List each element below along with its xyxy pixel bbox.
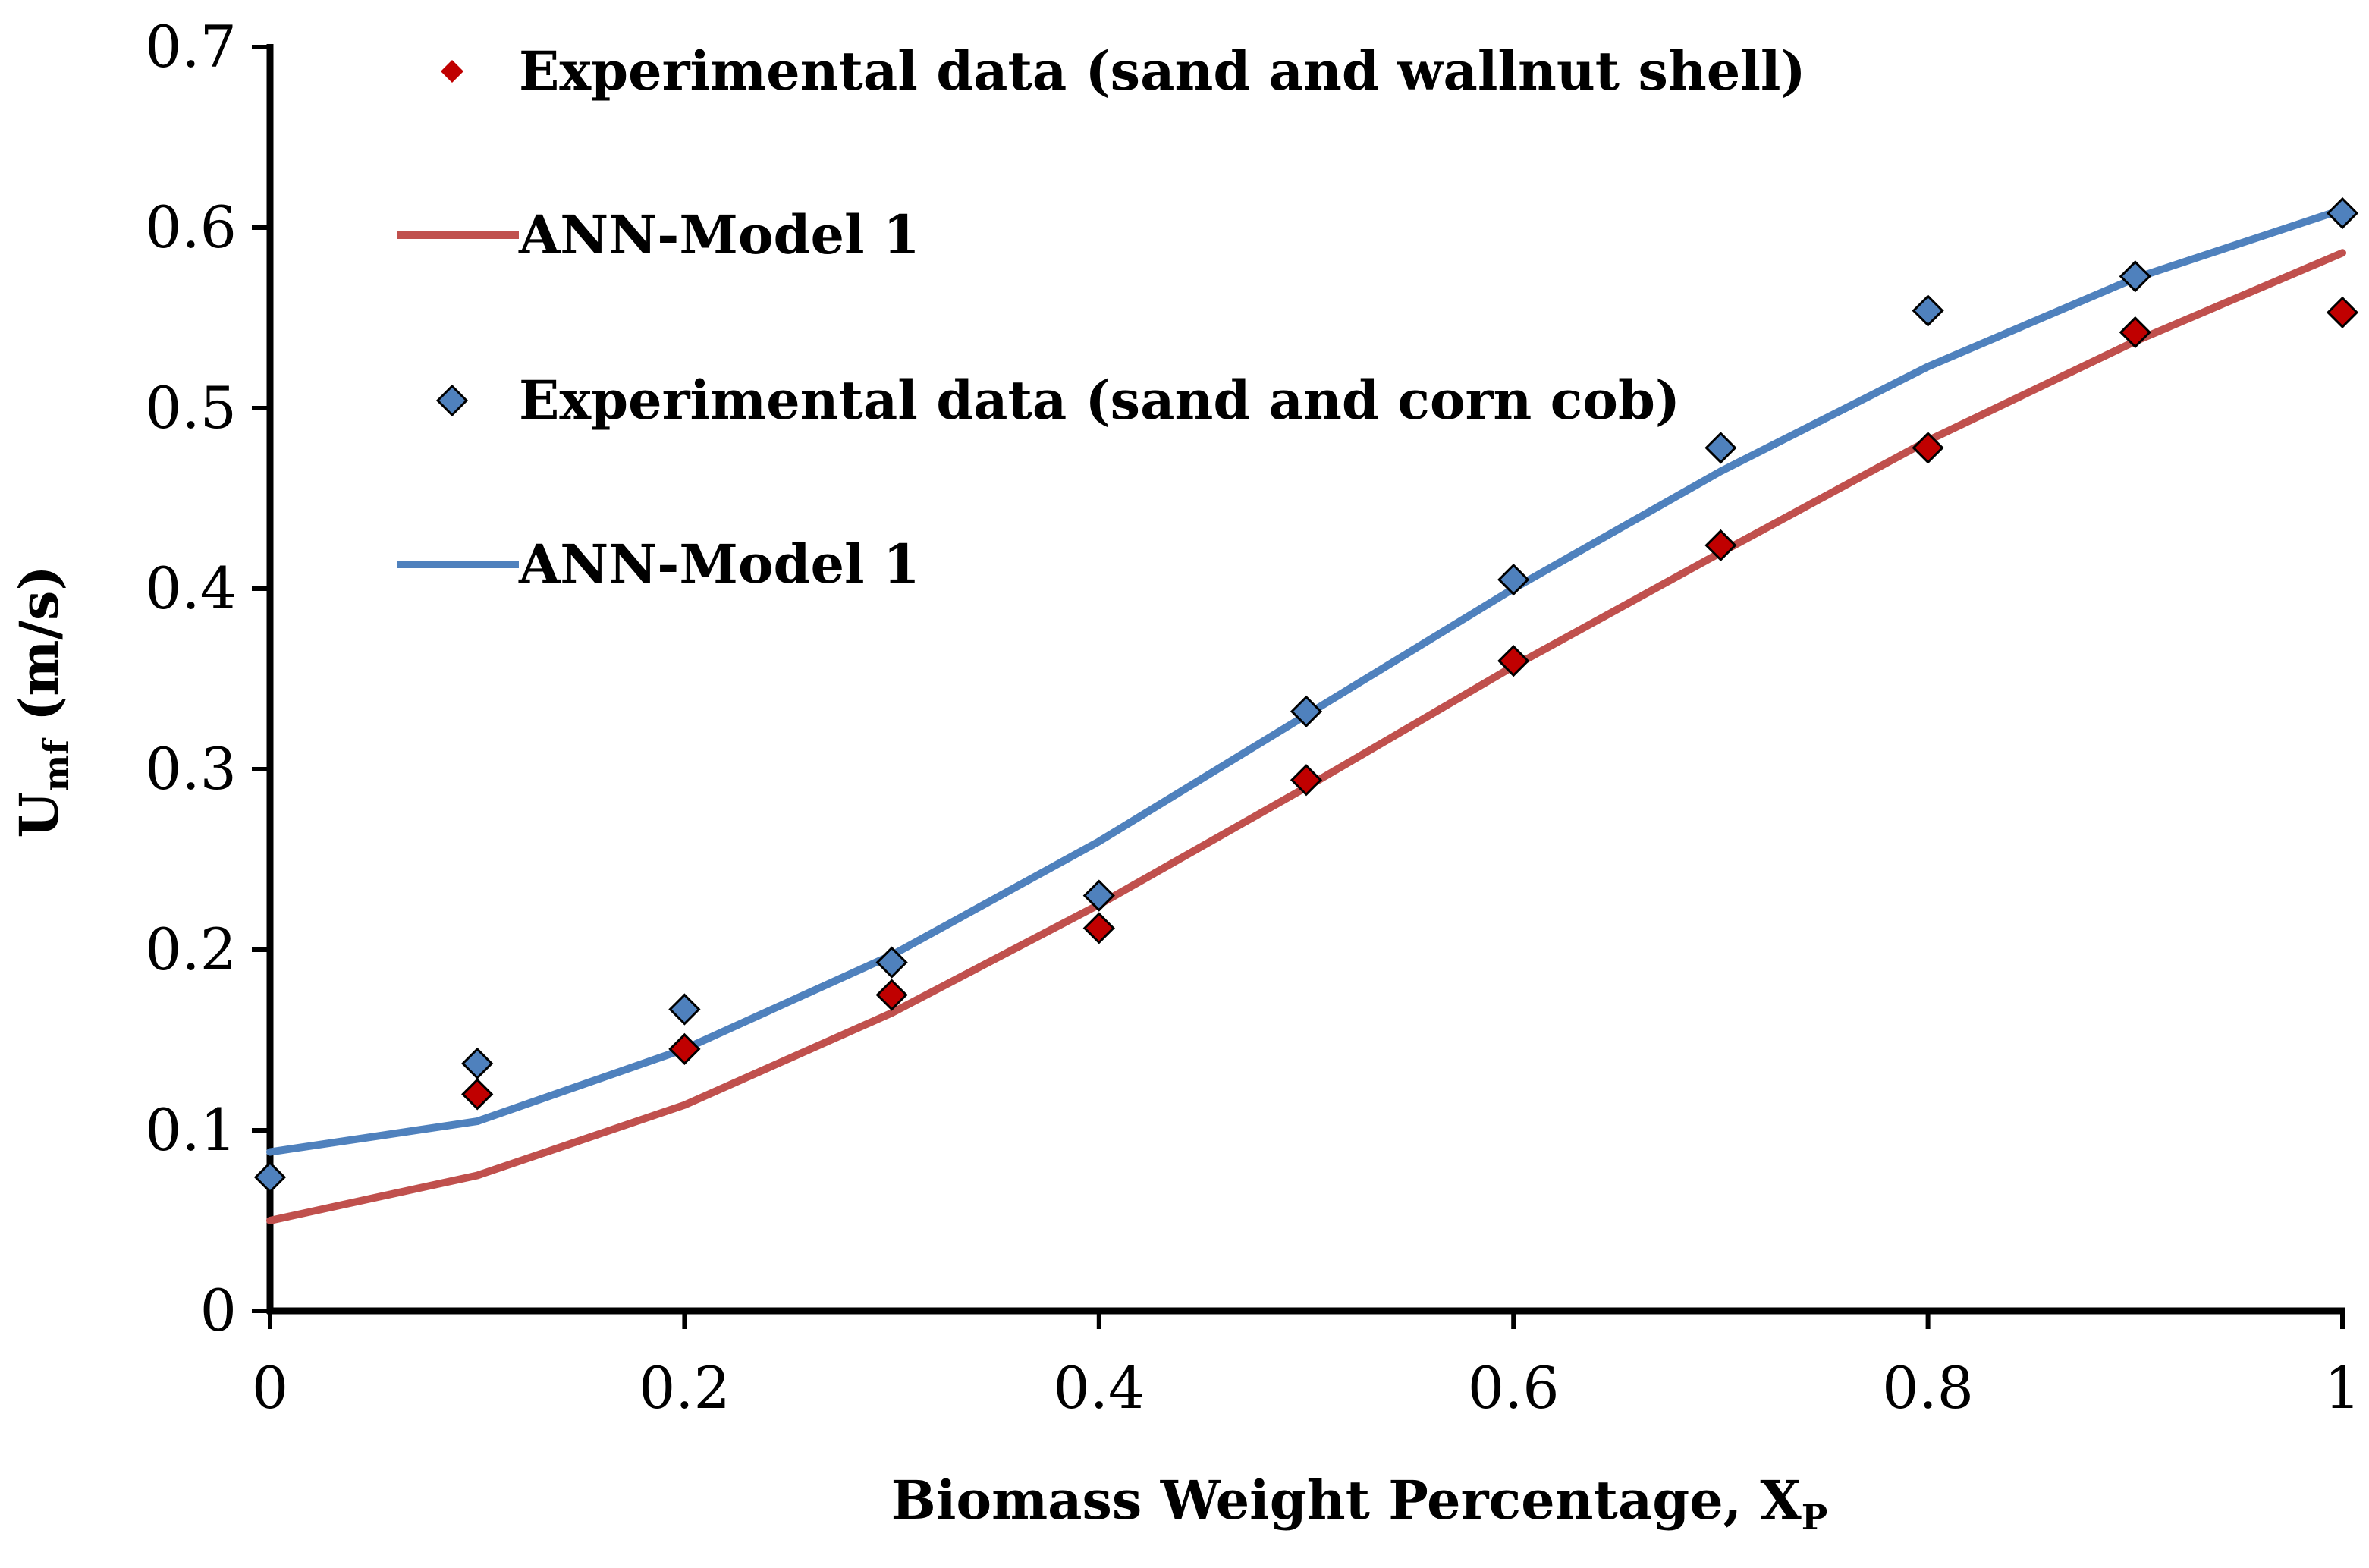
data-point-series-2	[1082, 879, 1115, 912]
data-point-series-0	[2326, 296, 2359, 328]
data-point-series-2	[2119, 260, 2151, 293]
data-point-series-2	[253, 1161, 287, 1194]
data-point-series-2	[1704, 432, 1737, 464]
data-point-series-2	[1290, 695, 1323, 727]
y-axis-title-main: U	[8, 792, 71, 838]
y-tick-label: 0.4	[145, 555, 237, 622]
data-point-series-2	[1912, 294, 1944, 327]
legend-swatch-marker	[435, 384, 469, 417]
data-point-series-2	[461, 1047, 494, 1080]
x-tick-label: 0.4	[1053, 1354, 1145, 1422]
y-tick-label: 0.2	[145, 916, 237, 983]
x-axis-title-main: Biomass Weight Percentage, X	[891, 1469, 1802, 1532]
data-point-series-2	[1497, 563, 1530, 596]
data-point-series-0	[1912, 432, 1944, 464]
y-tick-label: 0.6	[145, 193, 237, 261]
ticks-layer: 0 0.1 0.2 0.3 0.4 0.5 0.6 0.7 0 0.2 0.4 0.6 0.8 1	[145, 13, 2361, 1422]
x-axis-title-subscript: P	[1802, 1497, 1828, 1538]
data-point-series-0	[668, 1032, 701, 1066]
legend-label: Experimental data (sand and wallnut shel…	[519, 39, 1806, 102]
data-point-series-0	[1704, 529, 1737, 562]
y-tick-label: 0.1	[145, 1096, 237, 1164]
legend-label: Experimental data (sand and corn cob)	[519, 369, 1680, 432]
series-layer	[253, 196, 2359, 1224]
y-axis-title: Umf (m/s)	[8, 565, 77, 837]
data-point-series-0	[461, 1078, 494, 1111]
data-point-series-2	[875, 946, 908, 979]
data-point-series-0	[875, 979, 908, 1011]
data-point-series-0	[2119, 316, 2151, 349]
x-tick-label: 0.2	[639, 1354, 730, 1422]
axis-titles: Biomass Weight Percentage, XP Umf (m/s)	[8, 565, 1827, 1538]
x-tick-label: 0	[252, 1354, 288, 1422]
series-line-3	[266, 206, 2346, 1156]
legend-label: ANN-Model 1	[518, 203, 920, 266]
y-tick-label: 0.5	[145, 374, 237, 441]
data-point-series-0	[1082, 912, 1115, 944]
x-tick-label: 0.6	[1468, 1354, 1560, 1422]
data-point-series-0	[1497, 645, 1530, 677]
x-tick-label: 0.8	[1882, 1354, 1974, 1422]
legend-label: ANN-Model 1	[518, 533, 920, 595]
legend-swatch-marker	[441, 60, 463, 83]
y-axis-title-subscript: mf	[36, 737, 77, 792]
legend: Experimental data (sand and wallnut shel…	[397, 39, 1806, 595]
data-point-series-2	[2326, 196, 2359, 230]
data-point-series-2	[668, 993, 701, 1026]
y-axis-title-unit: (m/s)	[8, 565, 71, 740]
y-tick-label: 0	[200, 1277, 237, 1344]
axes-layer	[266, 44, 2345, 1315]
y-tick-label: 0.3	[145, 735, 237, 803]
y-tick-label: 0.7	[145, 13, 237, 80]
x-tick-label: 1	[2324, 1354, 2361, 1422]
data-point-series-0	[1290, 764, 1323, 797]
x-axis-title: Biomass Weight Percentage, XP	[891, 1469, 1828, 1538]
